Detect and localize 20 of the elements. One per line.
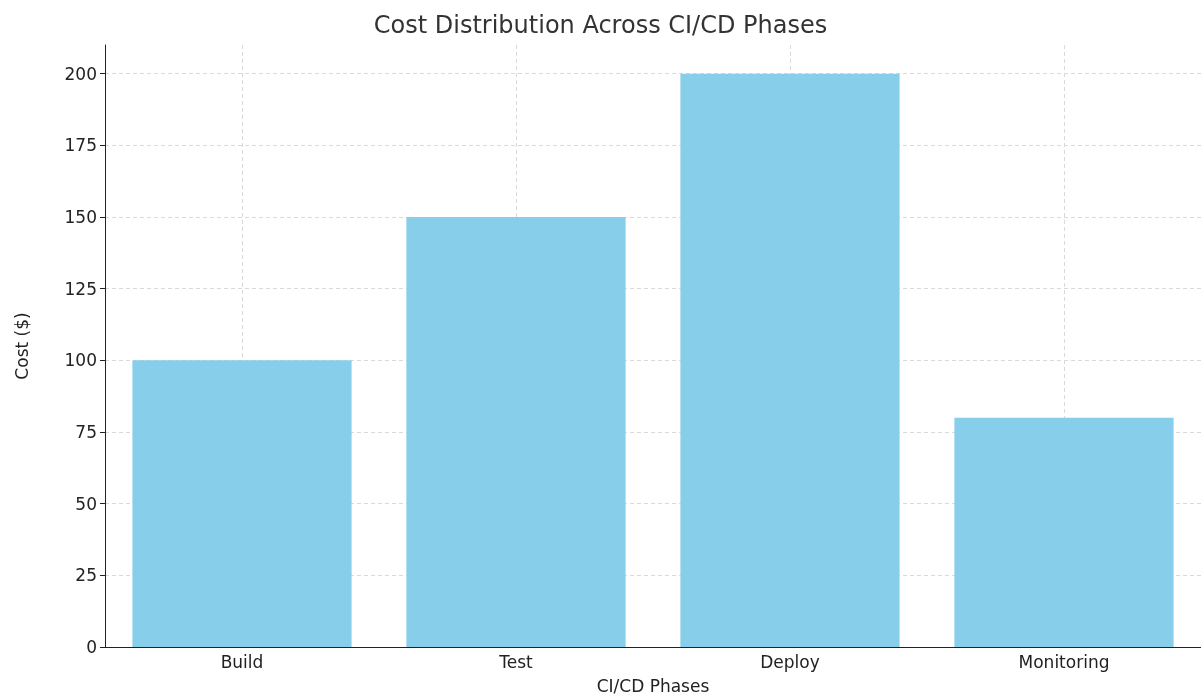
y-tick-label: 0 [86,637,97,657]
bar [680,73,900,647]
bar [132,360,352,647]
x-tick-label: Test [498,651,534,672]
bar [406,217,626,647]
x-axis-title: CI/CD Phases [596,675,710,696]
chart-title: Cost Distribution Across CI/CD Phases [373,11,828,39]
y-tick-label: 150 [64,207,97,227]
y-tick-label: 75 [75,422,97,442]
y-axis-title: Cost ($) [11,312,32,380]
bar [954,417,1174,647]
y-tick-label: 50 [75,493,97,514]
y-tick-label: 200 [64,63,97,84]
y-tick-label: 25 [75,565,97,586]
x-tick-label: Deploy [760,651,820,672]
y-tick-label: 100 [64,350,97,371]
y-tick-label: 175 [64,135,97,156]
x-tick-label: Monitoring [1018,651,1110,672]
y-tick-label: 125 [64,278,97,299]
x-tick-label: Build [220,651,264,672]
